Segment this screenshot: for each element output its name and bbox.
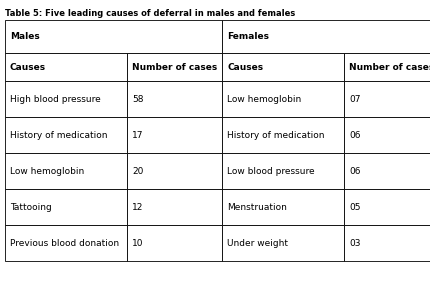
Bar xyxy=(127,189,222,225)
Text: 17: 17 xyxy=(132,130,144,140)
Text: 10: 10 xyxy=(132,238,144,247)
Bar xyxy=(127,153,222,189)
Text: 05: 05 xyxy=(349,202,360,211)
Bar xyxy=(222,153,344,189)
Bar xyxy=(5,189,127,225)
Bar xyxy=(5,53,127,81)
Bar xyxy=(222,53,344,81)
Text: Previous blood donation: Previous blood donation xyxy=(10,238,119,247)
Bar xyxy=(344,117,430,153)
Text: Under weight: Under weight xyxy=(227,238,288,247)
Text: Low blood pressure: Low blood pressure xyxy=(227,167,315,176)
Text: Number of cases: Number of cases xyxy=(132,62,217,71)
Bar xyxy=(127,225,222,261)
Text: Table 5: Five leading causes of deferral in males and females: Table 5: Five leading causes of deferral… xyxy=(5,10,295,19)
Bar xyxy=(5,117,127,153)
Text: 06: 06 xyxy=(349,130,360,140)
Text: Causes: Causes xyxy=(10,62,46,71)
Text: Low hemoglobin: Low hemoglobin xyxy=(10,167,84,176)
Text: 12: 12 xyxy=(132,202,143,211)
Bar xyxy=(222,81,344,117)
Text: Causes: Causes xyxy=(227,62,263,71)
Text: History of medication: History of medication xyxy=(227,130,325,140)
Bar xyxy=(127,81,222,117)
Bar xyxy=(222,117,344,153)
Text: Males: Males xyxy=(10,32,40,41)
Bar xyxy=(127,53,222,81)
Text: 03: 03 xyxy=(349,238,360,247)
Bar xyxy=(5,225,127,261)
Bar xyxy=(344,225,430,261)
Text: Females: Females xyxy=(227,32,269,41)
Bar xyxy=(344,189,430,225)
Text: 07: 07 xyxy=(349,94,360,103)
Bar xyxy=(127,117,222,153)
Bar xyxy=(5,81,127,117)
Bar xyxy=(5,153,127,189)
Bar xyxy=(344,81,430,117)
Text: Number of cases: Number of cases xyxy=(349,62,430,71)
Bar xyxy=(344,53,430,81)
Text: Low hemoglobin: Low hemoglobin xyxy=(227,94,301,103)
Bar xyxy=(222,225,344,261)
Bar xyxy=(222,20,430,53)
Bar xyxy=(222,189,344,225)
Text: Menstruation: Menstruation xyxy=(227,202,287,211)
Bar xyxy=(5,20,222,53)
Bar xyxy=(344,153,430,189)
Text: High blood pressure: High blood pressure xyxy=(10,94,101,103)
Text: History of medication: History of medication xyxy=(10,130,108,140)
Text: 06: 06 xyxy=(349,167,360,176)
Text: 20: 20 xyxy=(132,167,143,176)
Text: Tattooing: Tattooing xyxy=(10,202,52,211)
Text: 58: 58 xyxy=(132,94,144,103)
